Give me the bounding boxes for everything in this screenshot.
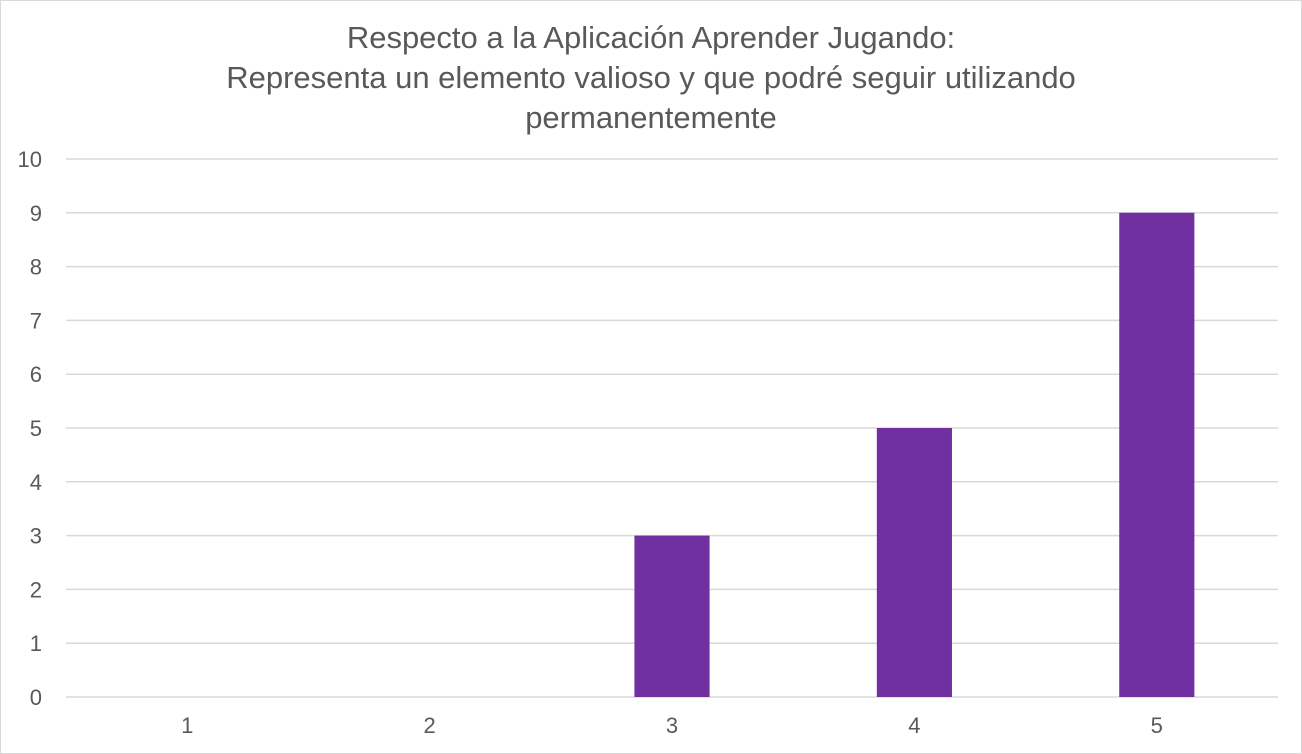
y-tick-label: 9	[30, 201, 42, 226]
y-axis-ticks: 0 1 2 3 4 5 6 7 8 9 10	[18, 147, 42, 710]
x-tick-label: 3	[666, 713, 678, 738]
y-tick-label: 10	[18, 147, 42, 172]
x-axis-ticks: 1 2 3 4 5	[181, 713, 1163, 738]
bar-5	[1119, 212, 1195, 698]
y-tick-label: 8	[30, 255, 42, 280]
y-tick-label: 6	[30, 362, 42, 387]
chart-title-line-3: permanentemente	[525, 100, 777, 135]
y-tick-label: 3	[30, 524, 42, 549]
x-tick-label: 4	[908, 713, 920, 738]
chart-title-line-1: Respecto a la Aplicación Aprender Jugand…	[346, 20, 956, 55]
y-tick-label: 0	[30, 685, 42, 710]
chart-title-line-2: Representa un elemento valioso y que pod…	[226, 60, 1076, 95]
bar-3	[634, 535, 710, 697]
bar-4	[876, 428, 952, 697]
chart-title: Respecto a la Aplicación Aprender Jugand…	[0, 18, 1302, 138]
y-tick-label: 7	[30, 308, 42, 333]
y-tick-label: 4	[30, 470, 42, 495]
y-tick-label: 2	[30, 577, 42, 602]
x-tick-label: 1	[181, 713, 193, 738]
bars	[634, 212, 1195, 698]
x-tick-label: 5	[1151, 713, 1163, 738]
y-tick-label: 5	[30, 416, 42, 441]
y-tick-label: 1	[30, 631, 42, 656]
x-tick-label: 2	[423, 713, 435, 738]
